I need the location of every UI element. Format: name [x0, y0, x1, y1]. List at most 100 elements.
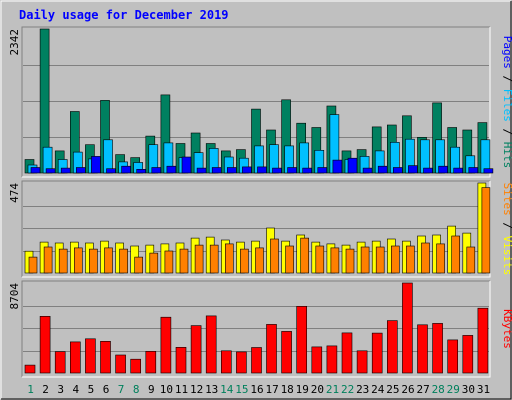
- bar-pages: [257, 166, 267, 174]
- bar-files: [103, 139, 113, 174]
- bar-sites: [481, 187, 491, 274]
- x-tick-label: 24: [371, 383, 385, 396]
- bar-sites: [300, 237, 310, 274]
- bar-sites: [89, 248, 98, 274]
- bar-pages: [227, 167, 237, 174]
- bar-kbytes: [341, 332, 353, 374]
- bar-pages: [91, 156, 101, 174]
- bar-sites: [149, 252, 159, 274]
- y-max-label: 8704: [8, 283, 21, 310]
- bar-sites: [255, 247, 264, 274]
- legend-separator: /: [501, 122, 512, 142]
- bar-pages: [392, 167, 403, 174]
- x-tick-label: 30: [462, 383, 475, 396]
- bar-pages: [332, 159, 343, 174]
- bar-sites: [315, 245, 325, 274]
- bar-kbytes: [402, 282, 413, 374]
- bar-pages: [302, 167, 313, 174]
- bar-pages: [408, 165, 418, 174]
- legend-entry-files: Files: [501, 89, 512, 122]
- bar-pages: [106, 168, 116, 174]
- bar-pages: [483, 168, 494, 174]
- bar-pages: [166, 165, 177, 174]
- bar-sites: [421, 242, 430, 274]
- bar-kbytes: [190, 325, 202, 374]
- bar-kbytes: [205, 315, 217, 374]
- bar-pages: [377, 165, 388, 174]
- x-tick-label: 9: [148, 383, 155, 396]
- bar-kbytes: [296, 305, 308, 374]
- bar-sites: [119, 248, 128, 274]
- x-tick-label: 23: [356, 383, 369, 396]
- bar-pages: [242, 166, 252, 174]
- bar-sites: [134, 256, 143, 274]
- bar-sites: [345, 248, 355, 274]
- bar-pages: [211, 167, 222, 174]
- bar-pages: [362, 167, 373, 174]
- bar-sites: [436, 243, 445, 274]
- bar-sites: [406, 245, 415, 274]
- bar-kbytes: [236, 351, 247, 374]
- bar-pages: [136, 169, 146, 174]
- legend-hits: Pages / Files / Hits: [501, 36, 512, 169]
- legend-entry-hits: Hits: [501, 142, 512, 169]
- x-tick-label: 12: [190, 383, 203, 396]
- bar-sites: [225, 243, 234, 274]
- bar-kbytes: [447, 339, 459, 374]
- x-tick-label: 8: [133, 383, 140, 396]
- x-tick-label: 22: [341, 383, 354, 396]
- bar-kbytes: [266, 324, 277, 374]
- panel-visits: 474 Sites / Visits: [8, 180, 512, 278]
- bar-pages: [121, 165, 131, 174]
- bar-kbytes: [85, 338, 96, 374]
- bar-sites: [390, 245, 400, 274]
- legend-separator: /: [501, 69, 512, 89]
- bar-kbytes: [130, 358, 141, 374]
- bar-kbytes: [462, 335, 474, 374]
- bar-kbytes: [175, 346, 187, 374]
- bar-kbytes: [115, 354, 126, 374]
- bar-sites: [285, 245, 294, 274]
- bar-pages: [272, 167, 282, 174]
- bar-pages: [347, 157, 358, 174]
- bar-pages: [287, 167, 297, 174]
- bar-sites: [43, 246, 53, 274]
- bar-sites: [330, 247, 340, 274]
- bar-sites: [28, 256, 38, 274]
- x-tick-label: 3: [57, 383, 64, 396]
- bar-files: [480, 139, 491, 174]
- x-tick-label: 21: [326, 383, 339, 396]
- bar-kbytes: [356, 350, 368, 374]
- x-tick-label: 19: [296, 383, 309, 396]
- bar-kbytes: [145, 350, 157, 374]
- x-tick-label: 6: [103, 383, 110, 396]
- bar-pages: [30, 167, 41, 174]
- bar-kbytes: [24, 364, 36, 374]
- x-tick-label: 15: [235, 383, 248, 396]
- bar-sites: [164, 250, 174, 274]
- bar-kbytes: [386, 320, 398, 374]
- x-tick-label: 18: [281, 383, 294, 396]
- x-tick-label: 20: [311, 383, 324, 396]
- bar-pages: [76, 167, 86, 174]
- bar-kbytes: [54, 351, 66, 374]
- bar-kbytes: [70, 341, 81, 374]
- legend-entry-sites: Sites: [501, 183, 512, 216]
- bar-kbytes: [39, 315, 51, 374]
- x-axis-labels: 1 2 3 4 5 6 7 8 9 10 11 12 13 14 15 16 17 18 19 20 21 22 23 24 2…: [27, 383, 490, 396]
- bar-kbytes: [100, 340, 111, 374]
- panel-hits: 2342 Pages / Files / Hits: [8, 26, 512, 178]
- bar-pages: [423, 167, 433, 174]
- legend-entry-pages: Pages: [501, 36, 512, 69]
- bar-kbytes: [251, 347, 262, 374]
- bar-kbytes: [477, 307, 489, 374]
- bar-kbytes: [326, 345, 338, 374]
- bar-kbytes: [417, 324, 428, 374]
- x-tick-label: 28: [432, 383, 445, 396]
- bar-sites: [240, 248, 249, 274]
- bar-sites: [179, 248, 189, 274]
- x-tick-label: 13: [205, 383, 218, 396]
- bar-pages: [317, 167, 328, 174]
- bar-sites: [466, 246, 476, 274]
